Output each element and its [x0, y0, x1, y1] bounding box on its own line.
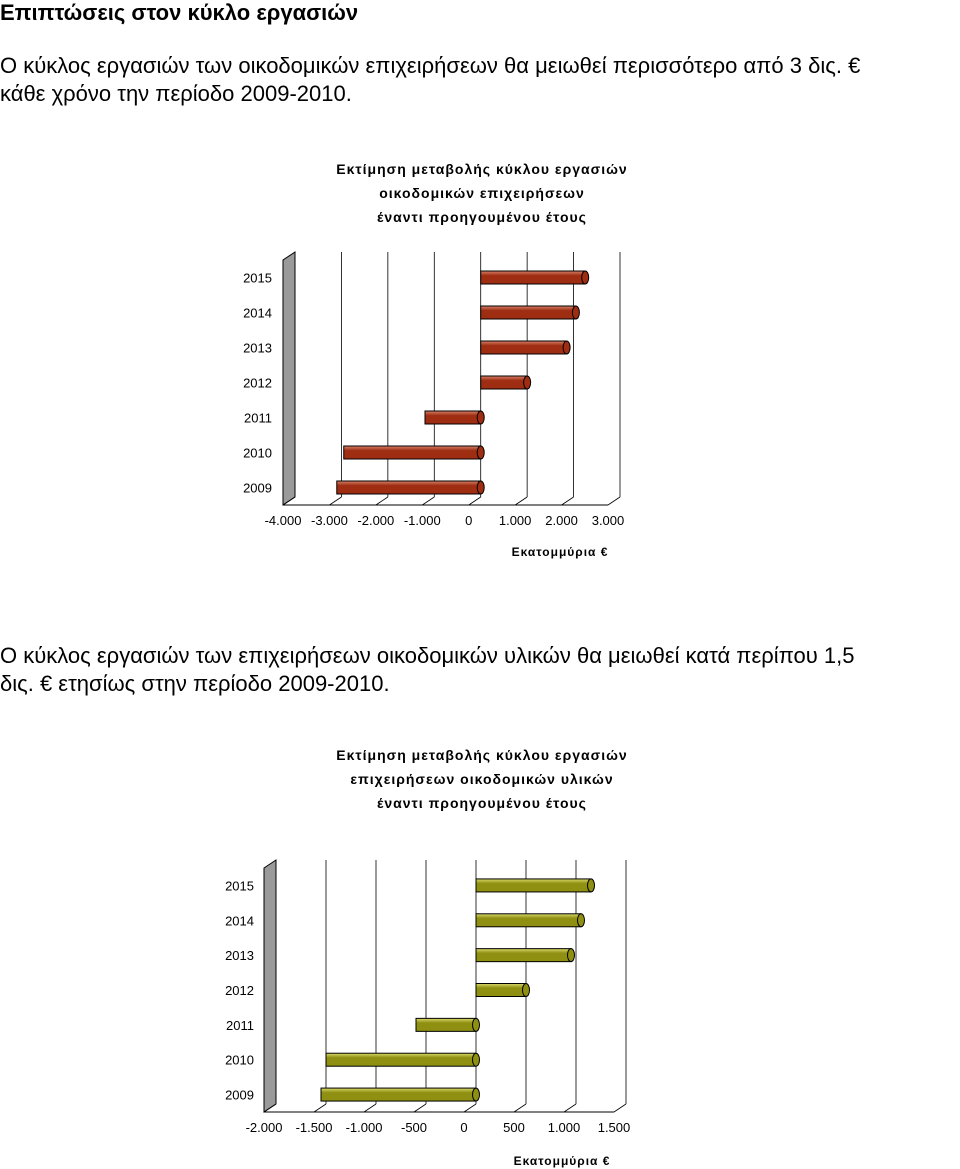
floor-line [329, 496, 342, 506]
chart-bar [475, 878, 595, 893]
floor-line [422, 496, 435, 506]
x-axis-label: Εκατομμύρια € [512, 545, 609, 559]
x-tick-label: -1.000 [346, 1120, 383, 1135]
chart-title-line: έναντι προηγουμένου έτους [377, 795, 587, 811]
floor-line [514, 496, 528, 506]
paragraph-line: Ο κύκλος εργασιών των επιχειρήσεων οικοδ… [0, 643, 855, 668]
floor-line [282, 496, 296, 506]
x-tick-label: 1.500 [598, 1120, 631, 1135]
x-tick-label: 1.000 [499, 513, 532, 528]
chart-bar [320, 1087, 480, 1102]
chart-side-wall [282, 251, 296, 506]
floor-line [607, 496, 621, 506]
y-category-label: 2010 [243, 446, 272, 461]
chart-bar [480, 270, 590, 285]
chart-bar [415, 1017, 480, 1032]
x-tick-label: -500 [401, 1120, 427, 1135]
paragraph-line: κάθε χρόνο την περίοδο 2009-2010. [0, 81, 352, 106]
floor-line [375, 496, 389, 506]
y-category-label: 2009 [243, 481, 272, 496]
y-category-label: 2013 [243, 341, 272, 356]
chart-bar [343, 445, 485, 460]
chart-bar [475, 948, 575, 963]
y-category-label: 2015 [225, 878, 254, 893]
x-tick-label: -1.000 [404, 513, 441, 528]
chart-bar [475, 913, 585, 928]
floor-line [313, 1103, 327, 1113]
page-heading: Επιπτώσεις στον κύκλο εργασιών [0, 0, 359, 25]
y-category-label: 2013 [225, 948, 254, 963]
chart-bar [336, 480, 485, 495]
chart-title-line: οικοδομικών επιχειρήσεων [379, 185, 585, 201]
x-tick-label: -1.500 [296, 1120, 333, 1135]
contractors-turnover-chart: Εκτίμηση μεταβολής κύκλου εργασιών οικοδο… [243, 161, 627, 559]
chart-bar [480, 340, 571, 355]
floor-line [468, 496, 481, 506]
y-category-label: 2011 [226, 1018, 254, 1033]
chart-title-line: έναντι προηγουμένου έτους [377, 209, 587, 225]
floor-line [413, 1103, 427, 1113]
x-tick-label: 3.000 [592, 513, 625, 528]
x-tick-label: -2.000 [357, 513, 394, 528]
x-axis-label: Εκατομμύρια € [514, 1154, 611, 1168]
chart-bar [475, 983, 530, 997]
floor-line [513, 1103, 527, 1113]
x-tick-label: -4.000 [265, 513, 302, 528]
x-tick-label: 0 [465, 513, 472, 528]
y-category-label: 2012 [225, 983, 254, 998]
chart-bar [480, 305, 580, 320]
x-tick-label: 2.000 [545, 513, 578, 528]
chart-title-line: Εκτίμηση μεταβολής κύκλου εργασιών [336, 747, 627, 763]
paragraph-line: Ο κύκλος εργασιών των οικοδομικών επιχει… [0, 53, 861, 78]
y-category-label: 2009 [225, 1088, 254, 1103]
chart-bar [480, 375, 532, 390]
floor-line [613, 1103, 627, 1113]
floor-line [363, 1103, 377, 1113]
chart-title-line: επιχειρήσεων οικοδομικών υλικών [350, 771, 613, 787]
x-tick-label: 500 [503, 1120, 525, 1135]
x-tick-label: -2.000 [246, 1120, 283, 1135]
floor-line [263, 1103, 277, 1113]
y-category-label: 2012 [243, 376, 272, 391]
chart-side-wall [263, 859, 277, 1113]
paragraph-materials: Ο κύκλος εργασιών των επιχειρήσεων οικοδ… [0, 642, 960, 698]
floor-line [563, 1103, 577, 1113]
y-category-label: 2014 [225, 913, 254, 928]
chart-bar [325, 1052, 480, 1067]
paragraph-line: δις. € ετησίως στην περίοδο 2009-2010. [0, 671, 390, 696]
chart-bar [424, 410, 485, 425]
floor-line [463, 1103, 477, 1113]
paragraph-contractors: Ο κύκλος εργασιών των οικοδομικών επιχει… [0, 52, 960, 108]
y-category-label: 2015 [243, 271, 272, 286]
y-category-label: 2014 [243, 306, 272, 321]
x-tick-label: 0 [460, 1120, 467, 1135]
materials-turnover-chart: Εκτίμηση μεταβολής κύκλου εργασιών επιχει… [225, 747, 631, 1168]
chart-title-line: Εκτίμηση μεταβολής κύκλου εργασιών [336, 161, 627, 177]
floor-line [561, 496, 574, 506]
y-category-label: 2010 [225, 1053, 254, 1068]
y-category-label: 2011 [244, 411, 272, 426]
x-tick-label: 1.000 [548, 1120, 581, 1135]
x-tick-label: -3.000 [311, 513, 348, 528]
